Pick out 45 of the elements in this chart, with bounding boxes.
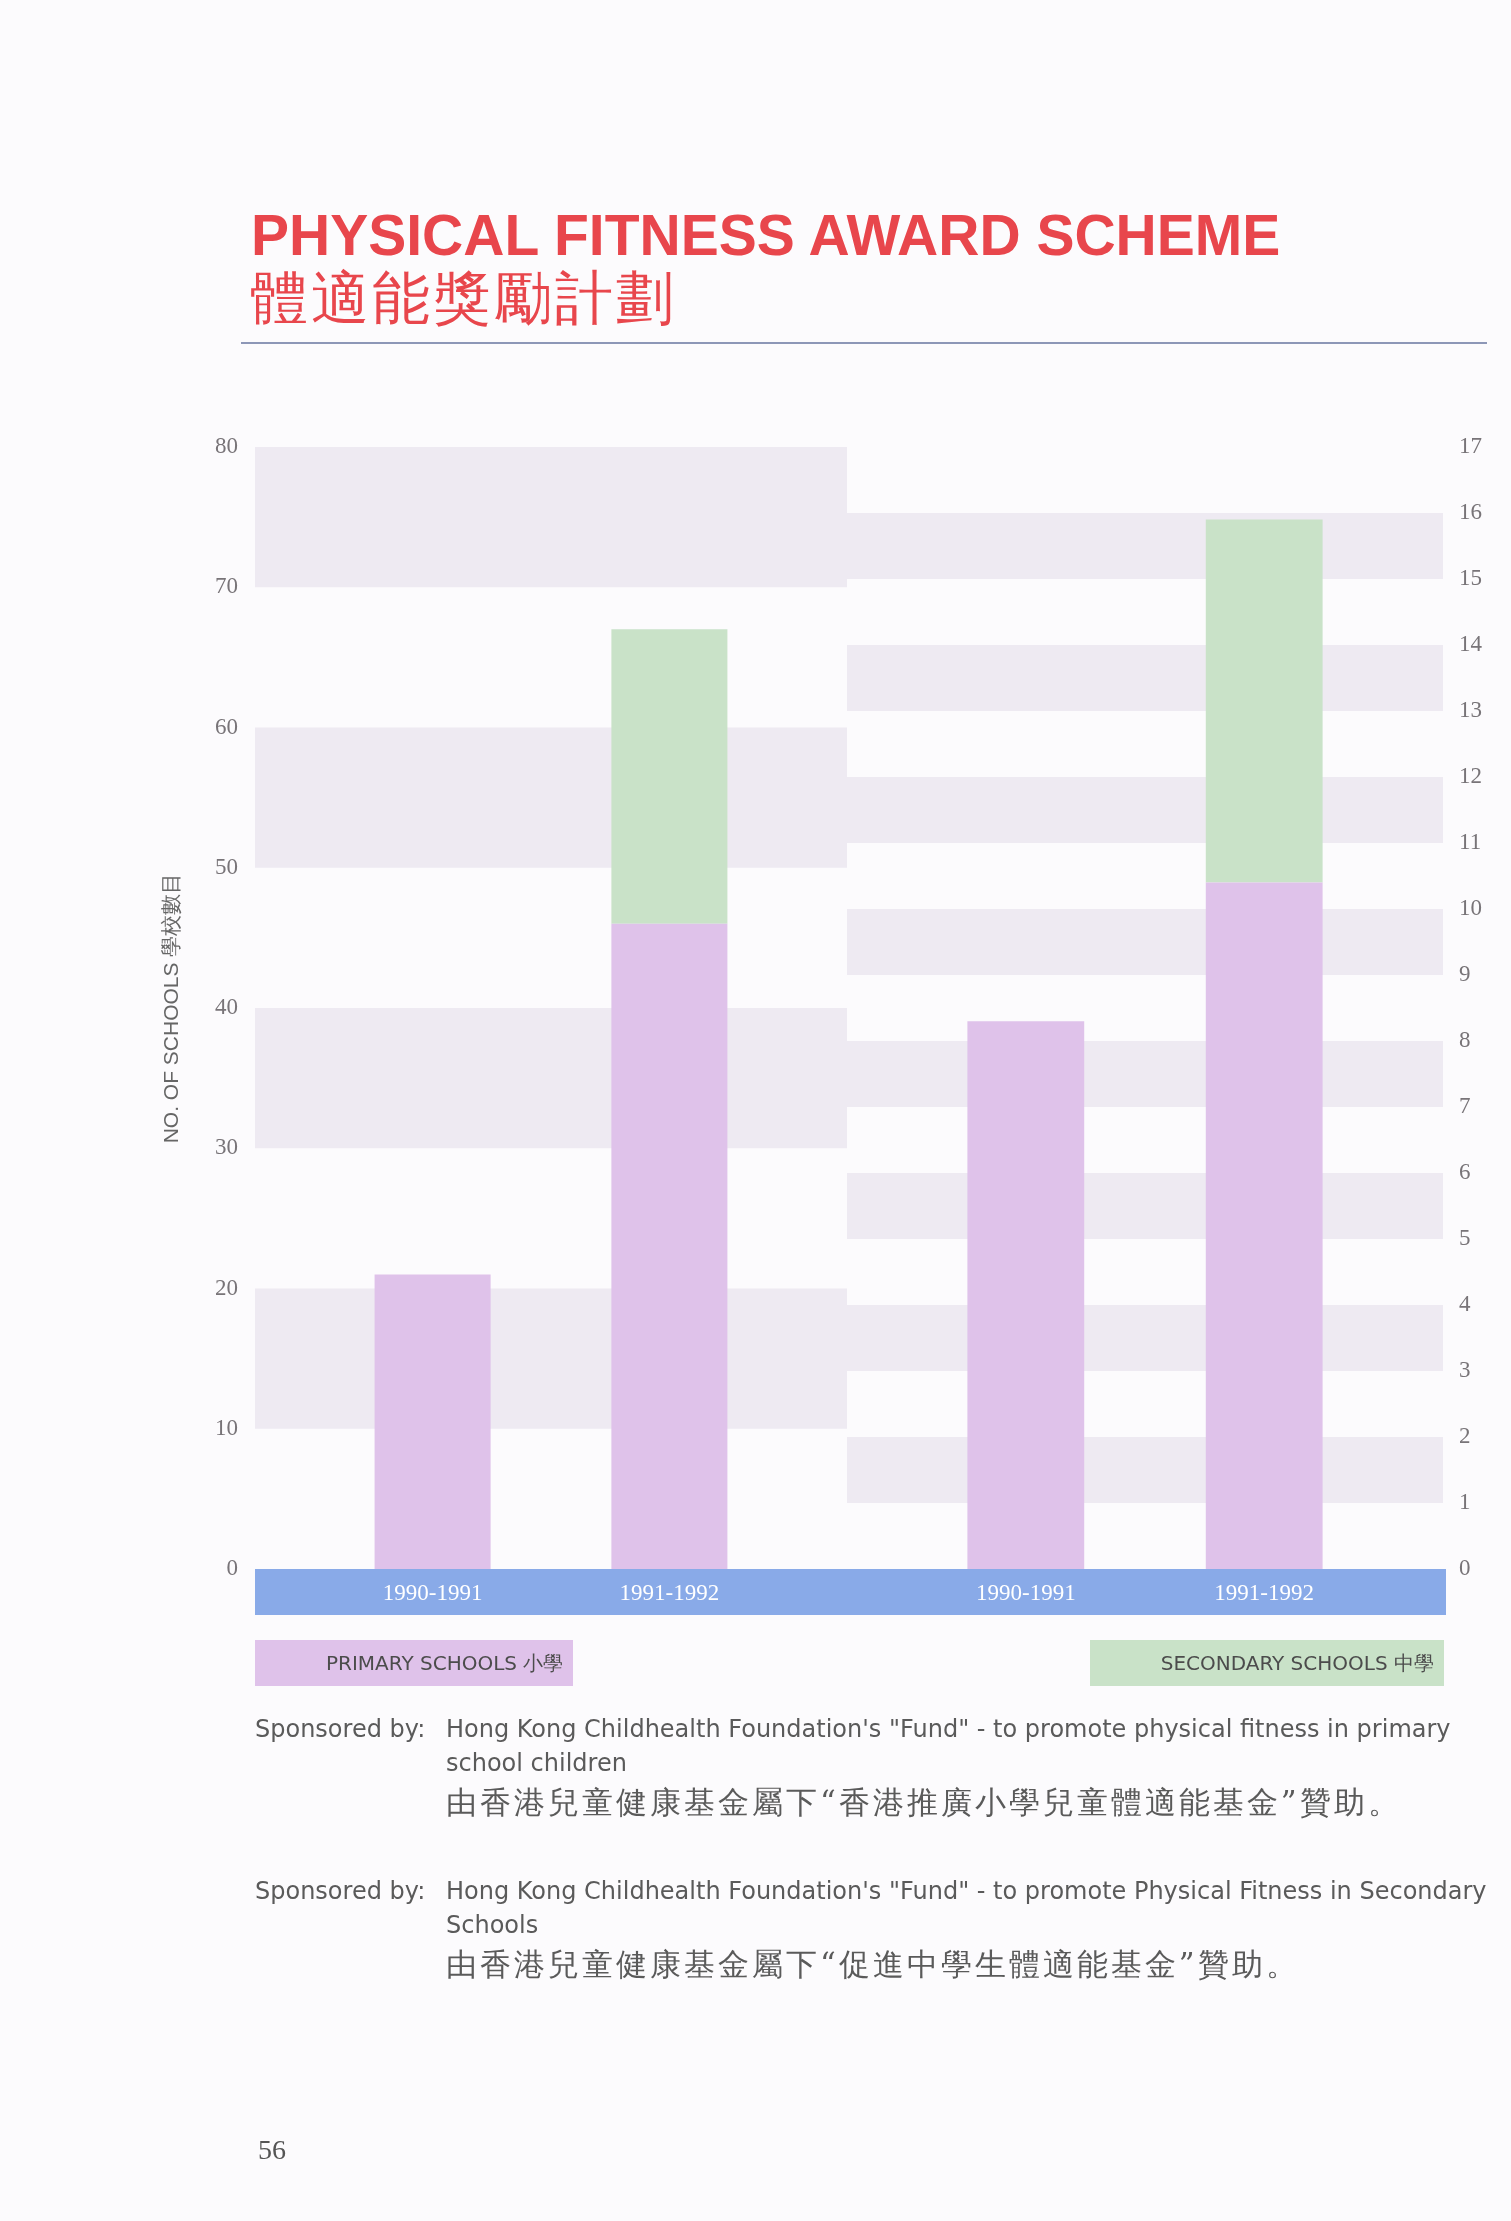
y-tick-label: 17 <box>1459 433 1482 459</box>
y-tick-label: 80 <box>215 433 238 459</box>
y-tick-label: 60 <box>215 713 238 739</box>
y-tick-label: 30 <box>215 1134 238 1160</box>
legend-label: PRIMARY SCHOOLS 小學 <box>326 1640 574 1686</box>
x-tick-label: 1990-1991 <box>382 1579 483 1605</box>
x-tick-label: 1991-1992 <box>619 1579 720 1605</box>
y-tick-label: 16 <box>1459 499 1482 525</box>
y-tick-label: 20 <box>215 1274 238 1300</box>
y-tick-label: 15 <box>1459 565 1482 591</box>
y-tick-label: 0 <box>1459 1555 1471 1581</box>
text: Sponsored by: Hong Kong Childhealth Foundation's "Fund" - to promote Physical Fitness in Secondary Schools 由香港兒童健康基金屬下“促進中學生體適能基金”贊助。 <box>255 1876 1488 1984</box>
bar <box>611 923 728 1569</box>
y-tick-label: 8 <box>1459 1027 1471 1053</box>
y-tick-label: 1 <box>1459 1489 1471 1515</box>
y-tick-label: 6 <box>1459 1159 1471 1185</box>
bar <box>611 629 728 924</box>
y-axis-title: NO. OF SCHOOLS 學校數目 <box>159 872 183 1144</box>
y-tick-label: 3 <box>1459 1357 1471 1383</box>
x-tick-label: 1990-1991 <box>975 1579 1076 1605</box>
y-tick-label: 9 <box>1459 961 1471 987</box>
y-tick-label: 14 <box>1459 631 1483 657</box>
y-tick-label: 13 <box>1459 697 1482 723</box>
y-tick-label: 7 <box>1459 1093 1471 1119</box>
x-tick-label: 1991-1992 <box>1214 1579 1315 1605</box>
bar <box>1205 519 1323 883</box>
y-tick-label: 70 <box>215 573 238 599</box>
bar <box>374 1274 491 1569</box>
y-tick-label: 4 <box>1459 1291 1471 1317</box>
chart-subtitle: 體適能獎勵計劃 <box>250 264 677 332</box>
y-tick-label: 10 <box>215 1414 238 1440</box>
y-tick-label: 5 <box>1459 1225 1471 1251</box>
chart-title: PHYSICAL FITNESS AWARD SCHEME <box>251 203 1281 267</box>
y-tick-label: 12 <box>1459 763 1482 789</box>
y-tick-label: 11 <box>1459 829 1482 855</box>
legend-label: SECONDARY SCHOOLS 中學 <box>1160 1640 1444 1686</box>
y-tick-label: 50 <box>215 853 238 879</box>
text: 56 <box>258 2134 286 2166</box>
text: Sponsored by: Hong Kong Childhealth Foundation's "Fund" - to promote physical fitness in primary school children 由香港兒童健康基金屬下“香港推廣小學兒童體適能基金”贊助。 <box>255 1714 1452 1822</box>
bar <box>967 1021 1085 1569</box>
y-tick-label: 0 <box>226 1555 238 1581</box>
y-tick-label: 10 <box>1459 895 1482 921</box>
y-tick-label: 2 <box>1459 1423 1471 1449</box>
y-tick-label: 40 <box>215 994 238 1020</box>
bar <box>1205 882 1323 1569</box>
